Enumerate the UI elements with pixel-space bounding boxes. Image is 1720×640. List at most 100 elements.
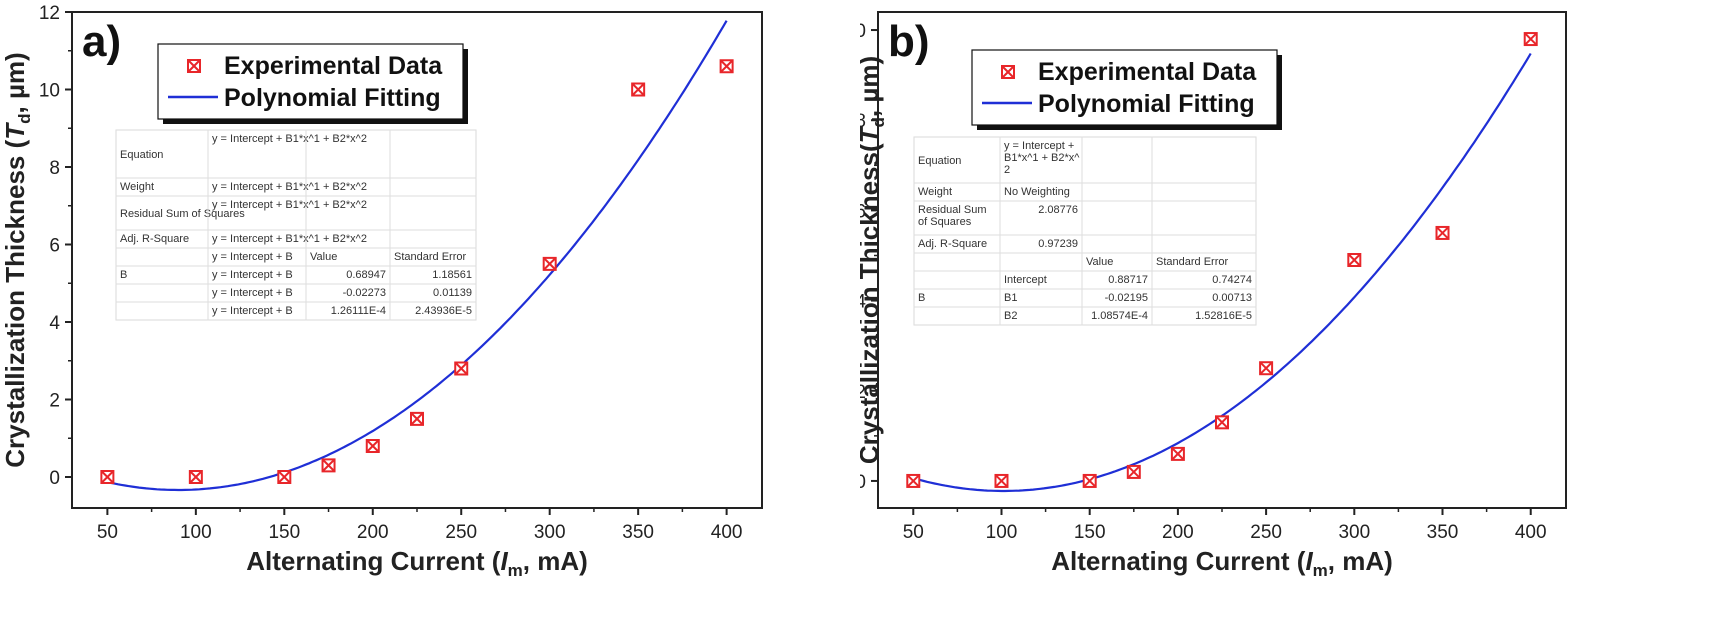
y-axis-title-symbol: T [0,122,30,140]
data-point [1126,464,1141,479]
table-cell-text: -0.02273 [343,287,386,299]
table-cell-text: y = Intercept + B1*x^1 + B2*x^ 2 [1004,140,1080,176]
table-cell-line: B [918,292,925,304]
y-axis-title-unit: , µm) [860,56,884,117]
table-cell-text: Value [310,251,337,263]
x-tick-label: 200 [1162,522,1194,543]
table-cell-line: 2.08776 [1038,204,1078,216]
table-cell-line: B2 [1004,310,1017,322]
x-tick-label: 400 [1515,522,1547,543]
data-point [906,473,921,488]
x-tick-label: 400 [711,522,743,543]
table-cell-text: Residual Sum of Squares [120,208,245,220]
x-tick-label: 300 [1338,522,1370,543]
stats-table [115,129,477,321]
table-cell-line: 0.68947 [346,269,386,281]
table-cell-text: y = Intercept + B1*x^1 + B2*x^2 [212,199,367,211]
marker-cross [189,470,203,484]
y-tick-label: 2 [49,391,60,412]
data-point [1082,473,1097,488]
marker-cross [454,361,468,376]
table-cell-text: Adj. R-Square [120,233,189,245]
table-cell-text: Equation [918,155,961,167]
marker-cross [906,474,920,488]
table-cell-text: y = Intercept + B1*x^1 + B2*x^2 [212,181,367,193]
table-cell-line: B1 [1004,292,1017,304]
data-point [1523,32,1538,47]
table-cell-text: -0.02195 [1105,292,1148,304]
table-cell-text: 1.52816E-5 [1195,310,1252,322]
y-tick-label: 10 [39,81,60,102]
x-tick-label: 300 [534,522,566,543]
table-cell-line: y = Intercept + B [212,251,293,263]
data-point [631,82,646,97]
x-axis-title-subscript: m [508,561,523,580]
marker-cross [542,257,557,271]
marker-cross [1347,253,1362,267]
table-cell-line: 1.18561 [432,269,472,281]
table-cell-text: 0.01139 [433,287,472,299]
marker-cross [631,82,645,97]
table-cell-text: No Weighting [1004,186,1070,198]
table-cell-line: Standard Error [1156,256,1228,268]
table-cell-line: 1.26111E-4 [331,305,386,317]
marker-cross [1082,474,1097,488]
marker-cross [1435,226,1450,240]
marker-cross [1215,415,1229,430]
table-cell [1151,306,1257,326]
table-cell-text: Standard Error [394,251,466,263]
y-axis-title: Crystallization Thickness (Td, µm) [0,52,34,467]
table-cell-text: y = Intercept + B [212,287,293,299]
x-tick-label: 50 [97,522,118,543]
chart-panel-a: 50 100 150 200 250 300 350 400 0 2 4 6 8 10 12 Alternat… [0,3,763,580]
y-tick-label: 4 [860,292,866,313]
table-cell-line: Adj. R-Square [120,233,189,245]
table-cell-text: Value [1086,256,1113,268]
table-cell-line: Weight [918,186,952,198]
marker-cross [187,59,201,73]
y-tick-label: 12 [39,3,60,24]
y-axis-title-subscript: d [15,113,34,123]
table-cell-text: Residual Sum of Squares [918,204,986,228]
table-cell-line: Residual Sum of Squares [120,208,245,220]
table-cell-text: Adj. R-Square [918,238,987,250]
marker-cross [1127,465,1141,479]
x-axis-title-text: Alternating Current ( [246,546,501,576]
stats-table [913,136,1257,326]
x-tick-label: 150 [268,522,300,543]
y-tick-label: 0 [49,468,60,489]
table-cell-text: 2.08776 [1038,204,1078,216]
table-cell-line: 0.74274 [1212,274,1252,286]
data-point [188,470,203,484]
table-cell-text: Intercept [1004,274,1047,286]
data-point [100,470,115,484]
marker-cross [410,412,424,426]
table-cell-text: Equation [120,149,163,161]
table-cell-text: Weight [120,181,154,193]
table-cell-line: Residual Sum [918,204,986,216]
table-cell-text: B [918,292,925,304]
y-tick-label: 10 [860,21,866,42]
x-axis-title: Alternating Current (Im, mA) [246,546,588,580]
x-tick-label: 100 [986,522,1018,543]
table-cell-line: Intercept [1004,274,1047,286]
table-cell-line: 2 [1004,164,1010,176]
x-axis-title-unit: , mA) [523,546,588,576]
table-cell-line: Standard Error [394,251,466,263]
table-cell-line: y = Intercept + B1*x^1 + B2*x^2 [212,233,367,245]
table-cell-text: y = Intercept + B [212,251,293,263]
table-cell-text: Standard Error [1156,256,1228,268]
panel-label: b) [888,17,930,66]
table-cell-line: y = Intercept + B [212,269,293,281]
legend-marker-experimental [187,59,201,73]
data-point [1170,446,1185,461]
y-tick-label: 2 [860,382,866,403]
table-cell-line: y = Intercept + B [212,305,293,317]
y-tick-label: 8 [860,111,866,132]
panel-label: a) [82,17,121,66]
table-cell-line: of Squares [918,216,972,228]
data-point [1347,253,1362,267]
table-cell-line: 1.08574E-4 [1091,310,1148,322]
table-cell-text: Weight [918,186,952,198]
